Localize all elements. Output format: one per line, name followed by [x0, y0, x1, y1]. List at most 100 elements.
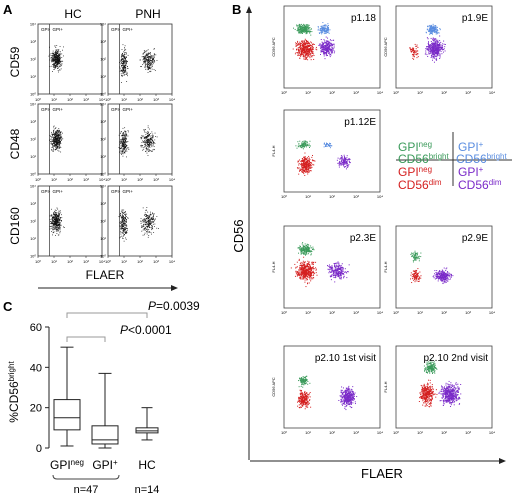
panel-a-event	[124, 52, 126, 53]
panel-a-event	[63, 227, 65, 228]
panel-a-event	[53, 141, 54, 143]
panel-a-event	[59, 55, 61, 56]
panel-b-event-green	[301, 31, 303, 33]
panel-b-event-red	[310, 53, 312, 55]
panel-a-event	[121, 75, 122, 77]
panel-a-event	[56, 216, 58, 218]
panel-a-event	[122, 144, 124, 146]
panel-a-event	[125, 62, 127, 64]
panel-a-event	[54, 65, 56, 67]
panel-a-event	[147, 211, 149, 213]
panel-a-event	[51, 222, 53, 224]
panel-a-event	[53, 222, 55, 224]
panel-a-event	[122, 69, 124, 71]
panel-b-event-purple	[429, 46, 431, 48]
panel-a-event	[144, 55, 146, 57]
panel-b-event-purple	[332, 48, 334, 50]
panel-a-event	[56, 132, 58, 134]
panel-b-event-red	[301, 163, 303, 165]
panel-a-event	[125, 222, 127, 223]
panel-b-event-purple	[437, 41, 439, 43]
panel-b-event-red	[297, 272, 299, 274]
panel-b-event-red	[304, 47, 306, 49]
panel-b-event-red	[297, 55, 299, 57]
panel-a-event	[123, 240, 125, 242]
panel-b-event-green	[302, 248, 304, 250]
panel-b-event-red	[310, 162, 312, 164]
panel-a-event	[56, 220, 57, 221]
panel-a-event	[148, 216, 150, 217]
panel-b-event-red	[311, 261, 313, 263]
panel-b-event-blue	[326, 31, 328, 33]
panel-b-event-green	[303, 142, 305, 144]
panel-a-event	[147, 64, 149, 66]
panel-b-event-red	[313, 43, 315, 45]
panel-b-event-green	[297, 247, 299, 249]
panel-a-event	[60, 57, 61, 59]
panel-b-event-purple	[428, 49, 430, 51]
panel-a-event	[53, 132, 55, 134]
panel-a-event	[126, 219, 127, 221]
panel-b-event-red	[301, 275, 303, 277]
panel-b-event-red	[300, 47, 302, 49]
panel-b-event-purple	[427, 43, 429, 45]
panel-b-event-red	[307, 158, 309, 160]
panel-b-event-green	[301, 141, 303, 143]
panel-b-event-green	[306, 143, 308, 145]
panel-b-event-green	[304, 250, 306, 252]
panel-b-event-red	[309, 48, 311, 50]
panel-a-event	[153, 142, 155, 143]
panel-a-event	[122, 63, 124, 65]
panel-a-event	[120, 63, 122, 65]
panel-b-tick-label: 10²	[329, 90, 335, 95]
panel-a-event	[120, 216, 122, 218]
panel-a-event	[121, 149, 123, 151]
panel-a-gate-label-neg: GPI-	[41, 189, 51, 194]
panel-b-event-purple	[318, 43, 320, 45]
panel-b-event-red	[307, 45, 309, 47]
panel-a-ytick-label: 10¹	[100, 154, 106, 159]
panel-b-event-purple	[444, 43, 446, 45]
panel-a-event	[147, 127, 149, 129]
panel-a-event	[120, 70, 122, 71]
panel-a-ytick-label: 10⁴	[30, 184, 36, 189]
panel-a-gate-label-neg: GPI-	[111, 189, 121, 194]
panel-b-event-purple	[437, 44, 439, 46]
panel-a-event	[60, 131, 62, 133]
panel-a-event	[118, 146, 120, 148]
panel-b-event-green	[309, 249, 311, 251]
panel-b-event-green	[308, 244, 310, 246]
panel-a-event	[61, 136, 63, 138]
panel-a-event	[145, 61, 146, 62]
panel-a-event	[147, 53, 149, 55]
panel-b-event-purple	[430, 46, 432, 48]
panel-a-event	[144, 59, 146, 61]
panel-b-event-red	[307, 164, 309, 166]
panel-a-event	[56, 145, 58, 147]
panel-b-event-red	[297, 47, 299, 49]
panel-a-event	[62, 49, 64, 51]
panel-a-row-cd59: CD59	[8, 46, 22, 77]
panel-a-event	[55, 137, 56, 139]
panel-a-event	[59, 222, 61, 224]
panel-b-event-blue	[324, 27, 326, 29]
panel-a-event	[122, 56, 124, 57]
panel-b-event-purple	[428, 53, 430, 55]
panel-a-event	[147, 139, 149, 140]
panel-a-event	[121, 58, 123, 59]
panel-b-event-red	[305, 160, 307, 162]
panel-a-event	[57, 227, 59, 228]
panel-a-event	[125, 136, 127, 138]
panel-a-event	[52, 50, 54, 52]
panel-b-event-purple	[341, 163, 343, 165]
panel-a-event	[148, 223, 150, 224]
panel-b-event-purple	[436, 58, 438, 60]
panel-a-event	[56, 59, 57, 60]
panel-a-event	[124, 137, 126, 139]
panel-a-event	[150, 217, 152, 219]
panel-b-event-red	[301, 43, 303, 45]
panel-b-event-green	[300, 249, 302, 251]
panel-a-event	[147, 66, 149, 68]
panel-a-event	[142, 140, 144, 142]
panel-b-event-red	[309, 164, 311, 166]
